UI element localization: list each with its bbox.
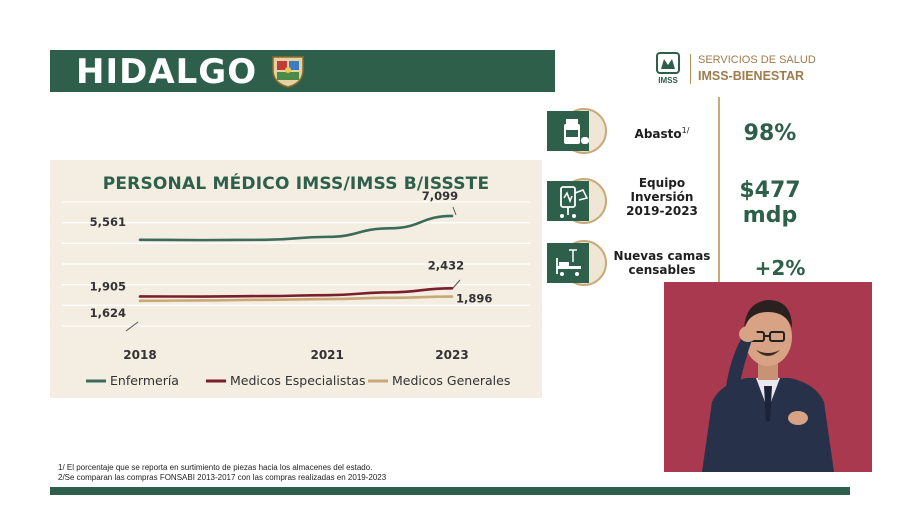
header-banner: HIDALGO: [50, 50, 555, 92]
metric-equipo-label-line1: Equipo: [638, 176, 686, 190]
metric-abasto-footnote-ref: 1/: [681, 126, 690, 135]
footnotes: 1/ El porcentaje que se reporta en surti…: [58, 463, 386, 483]
x-tick-label: 2021: [310, 348, 343, 362]
legend-label: Medicos Generales: [392, 373, 510, 388]
leader-line: [125, 321, 139, 332]
hospital-bed-icon: [547, 240, 607, 286]
bottom-bar: [50, 487, 850, 495]
series-line-medicos-generales: [138, 295, 454, 303]
metric-camas-label: Nuevas camas censables: [612, 249, 712, 277]
leader-line: [452, 206, 457, 216]
metric-camas-value: +2%: [754, 256, 806, 280]
logo-divider: [690, 54, 691, 84]
metric-equipo-label-line3: 2019-2023: [626, 204, 698, 218]
metrics-divider: [718, 97, 720, 285]
legend-label: Medicos Especialistas: [230, 373, 365, 388]
data-label: 1,624: [90, 306, 126, 320]
metric-abasto-text: Abasto: [634, 127, 682, 141]
medicine-bottle-icon: [547, 108, 607, 154]
sign-language-interpreter-video: [664, 282, 872, 472]
footnote-2: 2/Se comparan las compras FONSABI 2013-2…: [58, 473, 387, 482]
metric-equipo-value: $477 mdp: [728, 178, 812, 228]
logo-line1: SERVICIOS DE SALUD: [698, 54, 816, 66]
data-label: 2,432: [428, 258, 464, 272]
x-tick-label: 2018: [123, 348, 156, 362]
state-title: HIDALGO: [76, 52, 258, 92]
data-label: 7,099: [422, 189, 458, 203]
data-label: 1,896: [456, 292, 492, 306]
data-label: 1,905: [90, 279, 126, 293]
x-tick-label: 2023: [435, 348, 468, 362]
metric-equipo-value-line1: $477: [739, 178, 801, 203]
logo-mark: IMSS: [658, 76, 678, 85]
legend-label: Enfermería: [110, 373, 179, 388]
footnote-1: 1/ El porcentaje que se reporta en surti…: [58, 463, 373, 472]
medical-equipment-icon: [547, 178, 607, 224]
imss-eagle-icon: IMSS: [656, 52, 680, 85]
metric-camas-label-line2: censables: [628, 263, 696, 277]
line-chart: 2018 2021 2023 5,561 7,099 1,905 2,432 1,624 1,8…: [62, 189, 530, 388]
data-label: 5,561: [90, 215, 126, 229]
metric-equipo-value-line2: mdp: [742, 203, 798, 228]
logo-line2: IMSS-BIENESTAR: [698, 69, 805, 83]
metric-abasto-value: 98%: [743, 121, 797, 146]
leader-line: [452, 279, 461, 289]
metric-abasto-label: Abasto1/: [618, 124, 706, 141]
interpreter-figure: [702, 300, 834, 472]
metric-equipo-label: Equipo Inversión 2019-2023: [612, 176, 712, 218]
metric-camas-label-line1: Nuevas camas: [613, 249, 711, 263]
chart-card: PERSONAL MÉDICO IMSS/IMSS B/ISSSTE 2018 2…: [50, 160, 542, 398]
metric-equipo-label-line2: Inversión: [630, 190, 694, 204]
series-line-medicos-especialistas: [138, 287, 454, 298]
state-crest-icon: [272, 56, 304, 88]
chart-title: PERSONAL MÉDICO IMSS/IMSS B/ISSSTE: [102, 174, 490, 194]
series-line-enfermería: [138, 214, 454, 242]
